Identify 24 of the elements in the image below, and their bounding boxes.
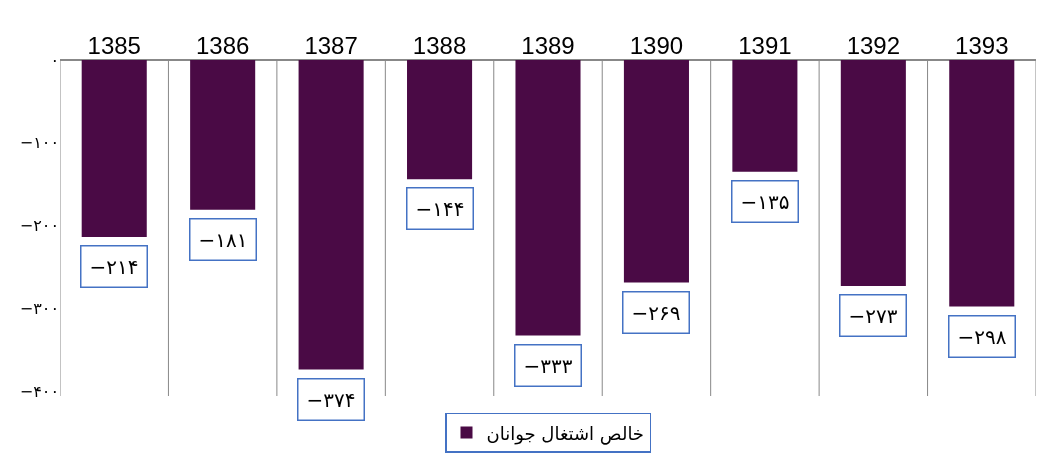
- x-tick-label: 1387: [304, 32, 358, 60]
- data-label: −۲۶۹: [631, 300, 681, 325]
- y-tick-label: −۲۰۰: [19, 216, 59, 236]
- y-tick-label: −۱۰۰: [19, 133, 59, 153]
- x-tick-label: 1385: [87, 32, 141, 60]
- data-label: −۱۳۵: [740, 189, 790, 214]
- data-label: −۲۹۸: [957, 324, 1007, 349]
- x-tick-label: 1388: [412, 32, 467, 60]
- data-label: −۱۴۴: [415, 196, 465, 221]
- data-label: −۲۷۳: [848, 303, 898, 328]
- legend-label: خالص اشتغال جوانان: [486, 422, 644, 445]
- x-tick-label: 1386: [195, 32, 250, 60]
- y-tick-label: −۳۰۰: [19, 298, 59, 318]
- y-tick-label: ۰: [50, 50, 59, 70]
- data-label: −۲۱۴: [89, 254, 139, 279]
- data-label: −۳۷۴: [306, 387, 356, 412]
- data-label: −۳۳۳: [523, 353, 573, 378]
- y-tick-label: −۴۰۰: [19, 381, 59, 401]
- data-label: −۱۸۱: [198, 227, 248, 252]
- x-tick-label: 1391: [738, 32, 792, 60]
- x-tick-label: 1393: [955, 32, 1009, 60]
- x-tick-label: 1389: [521, 32, 575, 60]
- x-tick-label: 1390: [629, 32, 684, 60]
- x-tick-label: 1392: [846, 32, 901, 60]
